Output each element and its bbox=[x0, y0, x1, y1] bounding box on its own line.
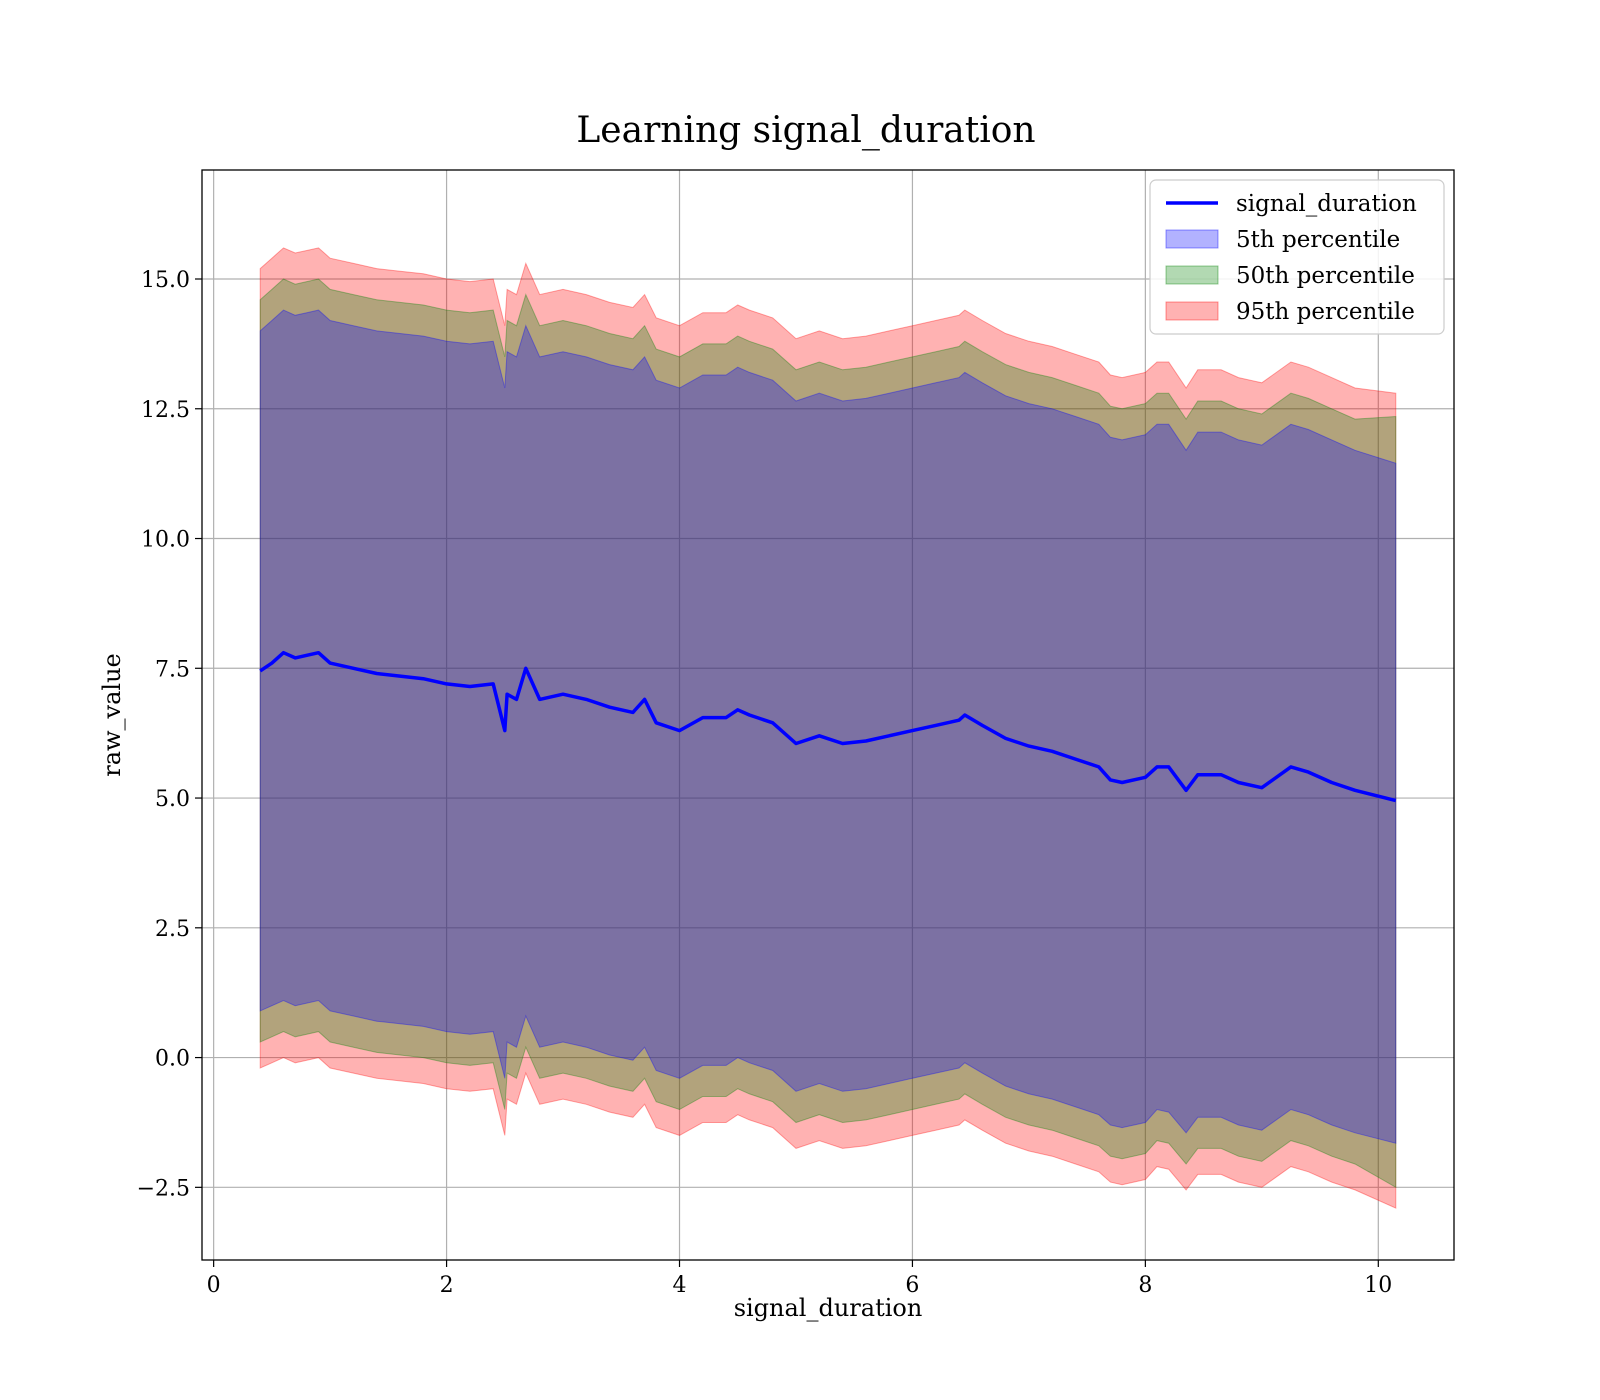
plot-area bbox=[202, 170, 1454, 1260]
x-tick-label: 10 bbox=[1364, 1273, 1392, 1298]
x-axis-title: signal_duration bbox=[734, 1294, 923, 1322]
legend-label: 50th percentile bbox=[1236, 263, 1415, 289]
y-tick-label: 15.0 bbox=[141, 268, 190, 293]
x-axis-ticks: 0 2 4 6 8 10 bbox=[207, 1260, 1392, 1298]
plot-frame bbox=[201, 169, 1455, 1261]
legend-label: 95th percentile bbox=[1236, 299, 1415, 325]
x-tick-label: 8 bbox=[1138, 1273, 1152, 1298]
chart-title: Learning signal_duration bbox=[576, 110, 1035, 151]
y-tick-label: 2.5 bbox=[155, 917, 190, 942]
y-tick-label: 12.5 bbox=[141, 398, 190, 423]
y-tick-label: 10.0 bbox=[141, 528, 190, 553]
y-tick-label: 7.5 bbox=[155, 657, 190, 682]
y-tick-label: 0.0 bbox=[155, 1047, 190, 1072]
x-tick-label: 2 bbox=[440, 1273, 454, 1298]
band-5th-percentile bbox=[259, 309, 1397, 1144]
series-lines bbox=[259, 650, 1397, 803]
band-95th-percentile bbox=[259, 247, 1397, 1209]
series-line-signal_duration bbox=[259, 650, 1397, 803]
legend-items: signal_duration 5th percentile 50th percen… bbox=[1165, 191, 1417, 325]
y-tick-label: −2.5 bbox=[137, 1176, 190, 1201]
legend-swatch bbox=[1165, 301, 1219, 321]
y-axis-title: raw_value bbox=[98, 653, 126, 777]
y-axis-ticks: −2.5 0.0 2.5 5.0 7.5 10.0 12.5 15.0 bbox=[137, 268, 202, 1201]
percentile-bands bbox=[259, 247, 1397, 1209]
y-tick-label: 5.0 bbox=[155, 787, 190, 812]
legend: signal_duration 5th percentile 50th percen… bbox=[1149, 179, 1445, 335]
x-tick-label: 6 bbox=[905, 1273, 919, 1298]
legend-swatch bbox=[1165, 229, 1219, 249]
x-tick-label: 4 bbox=[673, 1273, 687, 1298]
grid bbox=[202, 170, 1454, 1260]
legend-swatch bbox=[1165, 265, 1219, 285]
legend-label: 5th percentile bbox=[1236, 227, 1400, 253]
legend-box bbox=[1149, 179, 1445, 335]
band-50th-percentile bbox=[259, 278, 1397, 1189]
x-tick-label: 0 bbox=[207, 1273, 221, 1298]
legend-label: signal_duration bbox=[1236, 191, 1417, 217]
